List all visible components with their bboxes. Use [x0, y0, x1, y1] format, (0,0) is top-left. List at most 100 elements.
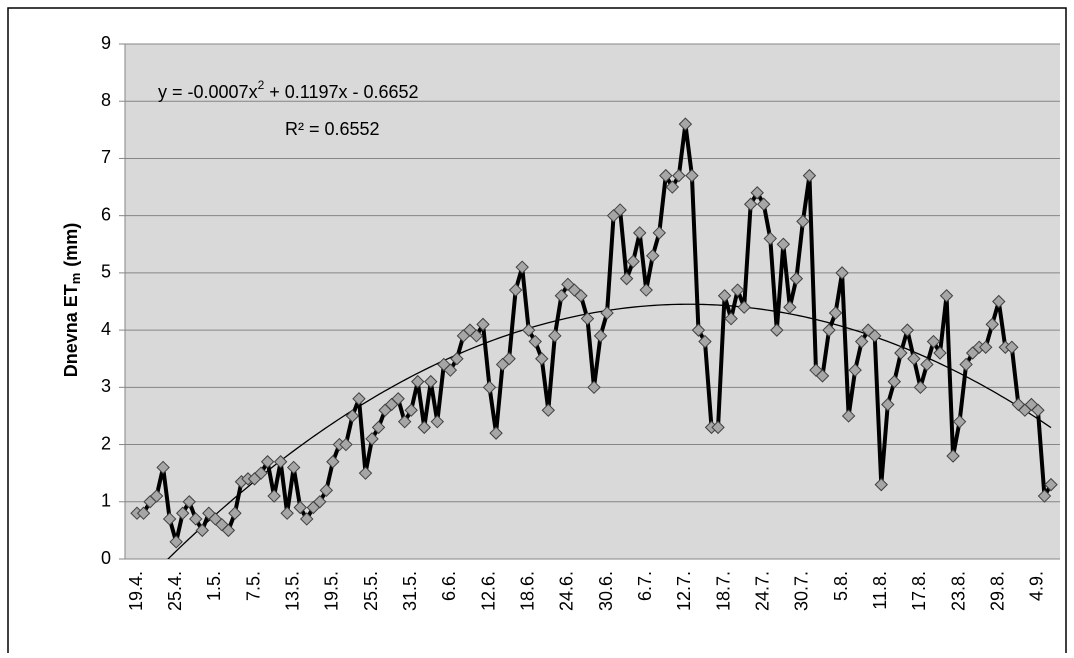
trendline-equation: y = -0.0007x2 + 0.1197x - 0.6652	[158, 78, 419, 102]
data-point	[952, 414, 967, 429]
data-point	[678, 117, 693, 131]
x-tick-label: 5.8.	[831, 571, 851, 601]
data-point	[685, 168, 699, 183]
data-point	[319, 483, 334, 498]
x-tick-label: 23.8.	[948, 571, 968, 611]
x-tick-label: 18.6.	[517, 571, 537, 611]
data-point	[881, 397, 895, 412]
data-point	[711, 420, 725, 435]
data-point	[195, 523, 209, 538]
data-point	[639, 283, 653, 297]
data-point	[548, 329, 562, 343]
data-point	[900, 323, 915, 337]
data-point	[1005, 340, 1019, 354]
data-point	[730, 283, 745, 297]
data-point	[724, 311, 738, 326]
data-point	[476, 317, 490, 332]
data-point	[632, 226, 647, 240]
data-point	[182, 495, 196, 509]
data-point	[169, 535, 183, 549]
data-point	[992, 294, 1006, 309]
data-point	[743, 197, 758, 211]
x-tick-label: 13.5.	[282, 571, 302, 611]
data-point	[1044, 477, 1058, 492]
x-tick-label: 12.6.	[478, 571, 498, 611]
data-point	[887, 374, 902, 389]
data-point	[789, 271, 804, 286]
x-tick-label: 17.8.	[909, 571, 929, 611]
data-point	[828, 306, 843, 320]
data-point	[293, 500, 307, 515]
data-point	[365, 432, 379, 446]
data-point	[397, 414, 412, 429]
data-point	[691, 323, 706, 337]
data-point	[162, 512, 177, 526]
data-point	[189, 512, 203, 526]
data-point	[979, 340, 993, 354]
x-tick-label: 24.7.	[752, 571, 772, 611]
x-tick-label: 31.5.	[400, 571, 420, 611]
data-point	[267, 489, 281, 503]
data-point	[254, 466, 268, 480]
data-point	[273, 455, 288, 469]
data-point	[920, 357, 934, 372]
x-tick-label: 18.7.	[713, 571, 733, 611]
data-point	[535, 352, 549, 366]
y-tick-label: 1	[101, 491, 111, 511]
x-tick-label: 25.5.	[361, 571, 381, 611]
data-point	[136, 506, 151, 520]
data-point	[593, 329, 608, 343]
data-point	[776, 237, 791, 251]
data-point	[822, 323, 836, 337]
x-tick-label: 29.8.	[988, 571, 1008, 611]
data-point	[619, 271, 634, 286]
data-point	[300, 512, 314, 526]
data-point	[358, 466, 373, 480]
data-point	[587, 380, 601, 395]
data-point	[626, 254, 640, 269]
data-point	[1011, 397, 1026, 412]
data-point	[737, 300, 751, 314]
data-point	[574, 289, 588, 303]
x-tick-label: 30.7.	[792, 571, 812, 611]
data-point	[763, 231, 777, 246]
data-point	[770, 323, 784, 337]
data-point	[502, 352, 516, 366]
data-point	[1031, 403, 1045, 417]
data-point	[1037, 489, 1052, 503]
data-point	[528, 334, 542, 349]
data-point	[443, 363, 458, 377]
x-tick-label: 6.7.	[635, 571, 655, 601]
data-point	[874, 477, 888, 492]
data-point	[508, 283, 523, 297]
trendline	[167, 303, 1052, 559]
data-point	[567, 283, 582, 297]
x-tick-label: 7.5.	[243, 571, 263, 601]
data-point	[339, 437, 353, 452]
data-point	[985, 317, 999, 332]
data-point	[926, 334, 941, 349]
data-point	[946, 449, 960, 463]
equation-part: + 0.1197x - 0.6652	[264, 82, 418, 102]
data-point	[841, 409, 856, 423]
x-tick-label: 12.7.	[674, 571, 694, 611]
data-point	[489, 426, 503, 440]
data-point	[280, 506, 294, 520]
data-point	[933, 346, 947, 360]
y-tick-label: 7	[101, 147, 111, 167]
data-point	[417, 420, 431, 435]
x-tick-label: 30.6.	[596, 571, 616, 611]
x-tick-label: 24.6.	[557, 571, 577, 611]
y-axis-label: Dnevna ETm (mm)	[61, 223, 84, 378]
data-point	[515, 260, 529, 274]
data-point	[646, 249, 660, 263]
data-point	[815, 369, 830, 383]
data-point	[424, 374, 438, 389]
data-point	[371, 420, 386, 435]
equation-exponent: 2	[258, 78, 265, 92]
data-point	[352, 392, 366, 406]
data-point	[580, 311, 595, 326]
data-point	[939, 289, 954, 303]
y-label-subscript: m	[68, 273, 83, 285]
